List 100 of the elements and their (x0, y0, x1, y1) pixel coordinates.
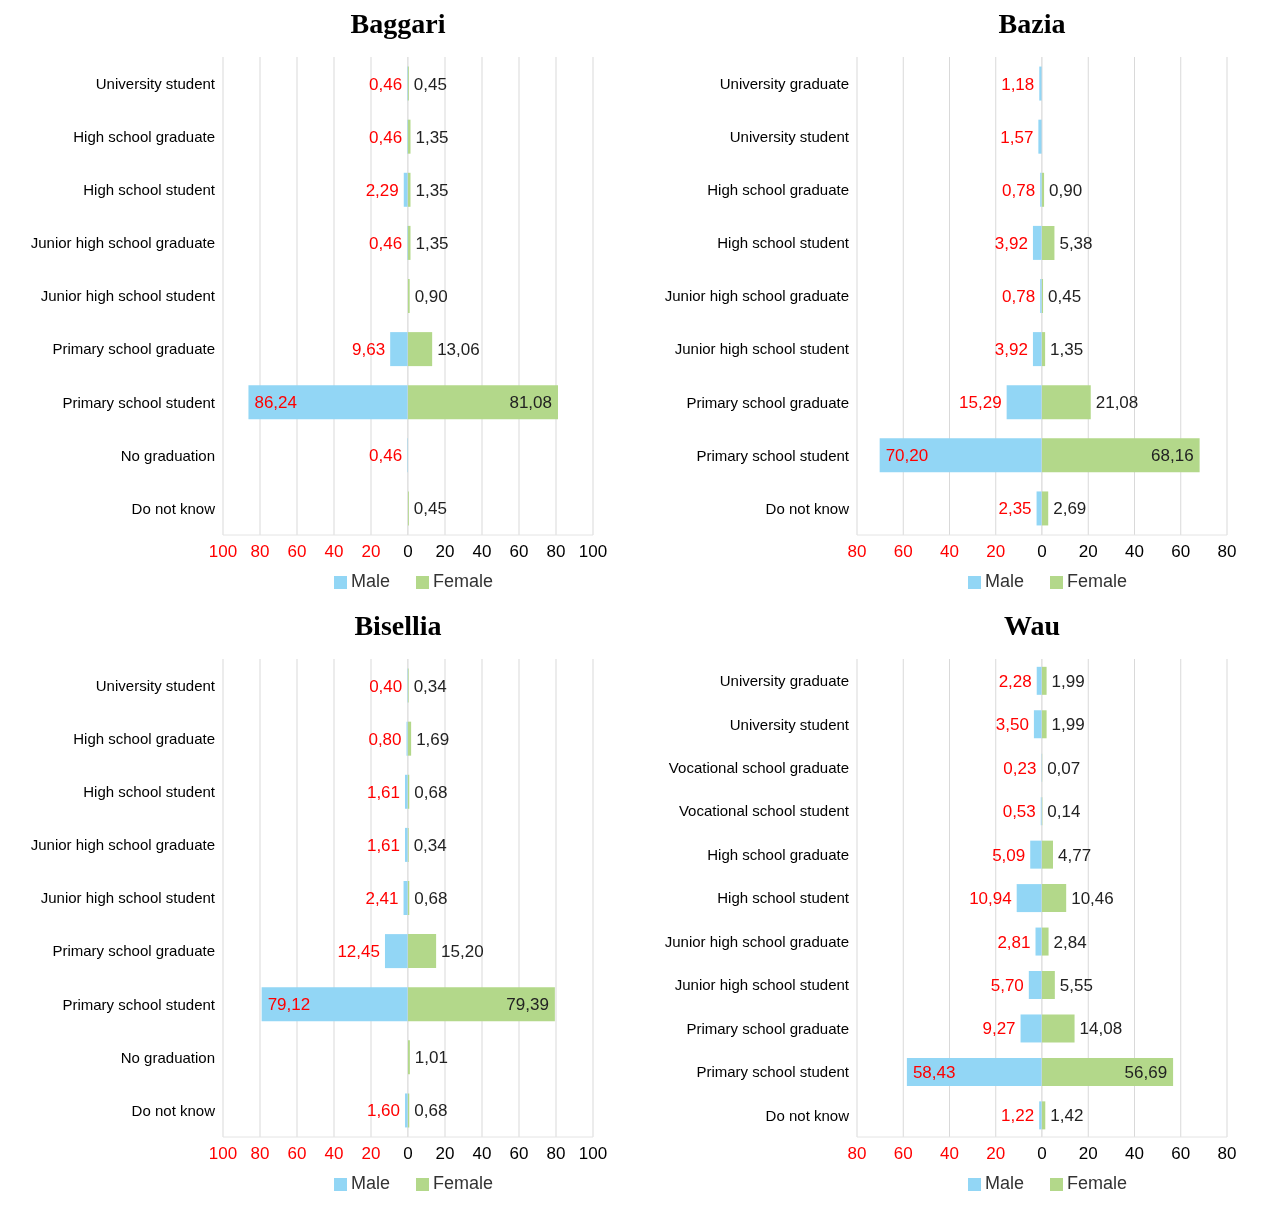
data-label: 70,20 (885, 446, 929, 466)
data-label: 0,68 (414, 782, 448, 802)
x-tick-label: 0 (1037, 1144, 1047, 1163)
data-label: 15,20 (441, 942, 484, 962)
y-tick-label: Primary school student (62, 393, 216, 411)
x-tick-label: 0 (1037, 542, 1047, 561)
data-label: 1,57 (1000, 127, 1034, 147)
legend-label: Female (1067, 1173, 1128, 1193)
y-tick-label: High school graduate (707, 845, 849, 863)
data-label: 1,35 (415, 180, 449, 200)
y-tick-label: High school student (717, 234, 850, 252)
y-tick-label: Junior high school student (40, 889, 216, 907)
data-label: 2,28 (998, 671, 1032, 691)
data-label: 15,29 (959, 393, 1002, 413)
x-tick-label: 100 (578, 542, 608, 561)
data-label: 0,90 (414, 287, 448, 306)
x-tick-label: 60 (509, 542, 529, 561)
y-tick-label: Do not know (765, 499, 850, 517)
data-label: 0,46 (369, 74, 403, 94)
y-tick-label: Do not know (765, 1106, 850, 1124)
data-label: 0,45 (413, 74, 447, 94)
data-label: 86,24 (254, 393, 297, 413)
x-tick-label: 80 (847, 542, 867, 561)
data-label: 12,45 (337, 942, 380, 962)
data-label: 0,68 (414, 889, 448, 908)
data-label: 2,35 (998, 499, 1032, 519)
data-label: 3,92 (994, 233, 1028, 253)
y-tick-label: Junior high school graduate (664, 932, 849, 950)
chart-title: Bisellia (353, 610, 443, 643)
data-label: 56,69 (1124, 1062, 1168, 1082)
y-tick-label: Primary school graduate (52, 942, 215, 960)
data-label: 0,40 (369, 676, 403, 696)
y-tick-label: Do not know (131, 1101, 216, 1119)
x-tick-label: 20 (1078, 1144, 1098, 1163)
data-label: 0,46 (369, 233, 403, 253)
x-tick-label: 20 (435, 542, 455, 561)
data-label: 1,22 (1001, 1106, 1035, 1126)
data-label: 0,14 (1047, 802, 1081, 822)
x-tick-label: 40 (1125, 1144, 1144, 1163)
x-tick-label: 60 (1171, 542, 1191, 561)
y-tick-label: Junior high school graduate (30, 234, 215, 252)
y-tick-label: Primary school student (62, 995, 216, 1013)
data-label: 2,69 (1053, 499, 1087, 519)
data-label: 1,61 (366, 782, 401, 802)
data-label: 0,46 (369, 446, 403, 466)
data-label: 2,29 (365, 180, 399, 200)
x-tick-label: 80 (847, 1144, 867, 1163)
x-tick-label: 20 (986, 1144, 1006, 1163)
data-label: 10,46 (1071, 889, 1114, 909)
legend-label: Female (433, 1173, 494, 1193)
y-tick-label: University student (95, 676, 216, 694)
x-tick-label: 40 (940, 542, 959, 561)
data-label: 1,35 (415, 233, 449, 253)
data-label: 1,61 (366, 835, 401, 855)
data-label: 2,41 (365, 889, 399, 908)
data-label: 0,23 (1003, 758, 1037, 778)
chart-title: Wau (1003, 610, 1061, 643)
data-label: 0,78 (1002, 287, 1036, 306)
x-tick-label: 40 (940, 1144, 959, 1163)
y-tick-label: High school graduate (707, 181, 849, 199)
y-tick-label: High school graduate (73, 729, 215, 747)
x-tick-label: 20 (1078, 542, 1098, 561)
y-tick-label: High school student (83, 181, 216, 199)
x-tick-label: 40 (324, 1144, 344, 1163)
data-label: 3,50 (995, 715, 1029, 735)
y-tick-label: Primary school student (696, 446, 850, 464)
x-tick-label: 80 (250, 1144, 270, 1163)
x-tick-label: 80 (250, 542, 270, 561)
y-tick-label: University graduate (719, 74, 849, 92)
legend-label: Male (350, 1173, 390, 1193)
x-tick-label: 60 (287, 542, 307, 561)
x-tick-label: 60 (893, 542, 913, 561)
data-label: 0,45 (1048, 287, 1082, 306)
data-label: 2,81 (997, 932, 1031, 952)
data-label: 1,99 (1051, 715, 1085, 735)
data-label: 5,55 (1059, 976, 1093, 995)
y-tick-label: High school student (717, 889, 850, 907)
data-label: 0,68 (414, 1101, 448, 1121)
data-label: 1,42 (1050, 1106, 1084, 1126)
data-label: 5,09 (992, 845, 1026, 865)
y-tick-label: University graduate (719, 672, 849, 690)
y-tick-label: Junior high school graduate (30, 836, 215, 854)
x-tick-label: 40 (1125, 542, 1144, 561)
legend-label: Male (984, 1173, 1024, 1193)
y-tick-label: High school student (83, 783, 216, 801)
data-label: 0,46 (369, 127, 403, 147)
y-tick-label: Vocational school student (678, 802, 850, 820)
data-label: 0,78 (1002, 180, 1036, 200)
y-tick-label: University student (729, 127, 850, 145)
x-tick-label: 80 (546, 542, 566, 561)
x-tick-label: 0 (403, 1144, 413, 1163)
x-tick-label: 100 (208, 1144, 238, 1163)
x-tick-label: 20 (361, 1144, 381, 1163)
y-tick-label: Junior high school graduate (664, 287, 849, 305)
data-label: 79,12 (267, 995, 311, 1015)
data-label: 0,90 (1049, 180, 1083, 200)
data-label: 5,70 (990, 976, 1024, 995)
x-tick-label: 40 (324, 542, 344, 561)
y-tick-label: Primary school graduate (686, 393, 849, 411)
data-label: 5,38 (1059, 233, 1093, 253)
